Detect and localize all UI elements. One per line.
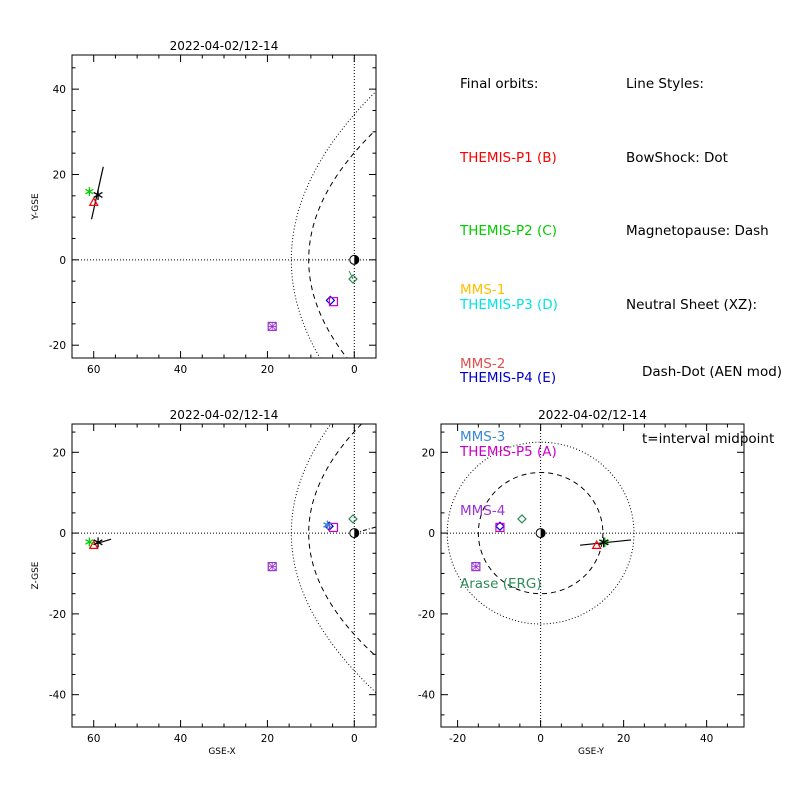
x-tick-label: 0 bbox=[351, 364, 358, 376]
style-neutral-sheet: Neutral Sheet (XZ): bbox=[626, 296, 758, 313]
marker-themis-p1-b bbox=[88, 539, 99, 550]
x-axis-label: GSE-X bbox=[208, 747, 235, 757]
panel-xy: 60 40 20 0 -20 0 20 40 2022-04-02/12-14 Y-GSE bbox=[31, 39, 377, 376]
marker-themis-p2-c bbox=[85, 537, 94, 547]
x-tick-label: 0 bbox=[537, 733, 544, 745]
y-tick-label: -40 bbox=[49, 690, 66, 702]
panel-xz: 60 40 20 0 -40 -20 0 20 2022-04-02/12-14 GSE-X Z-G… bbox=[31, 408, 377, 757]
panel-title: 2022-04-02/12-14 bbox=[170, 39, 279, 53]
x-tick-label: 40 bbox=[174, 733, 187, 745]
marker-midpoint-star bbox=[93, 189, 103, 200]
marker-themis-p2-c bbox=[85, 187, 94, 197]
plot-area bbox=[72, 55, 376, 358]
x-tick-label: 20 bbox=[261, 733, 274, 745]
marker-themis-p5-a bbox=[495, 522, 505, 533]
panel-title: 2022-04-02/12-14 bbox=[170, 408, 279, 422]
legend-mms-4: MMS-4 bbox=[460, 502, 506, 519]
legend-mms-2: MMS-2 bbox=[460, 355, 506, 372]
legend-themis-p3: THEMIS-P3 (D) bbox=[460, 296, 558, 313]
style-midpoint: t=interval midpoint bbox=[642, 430, 775, 447]
marker-arase-erg bbox=[517, 514, 527, 524]
marker-mms-4-cross bbox=[471, 562, 481, 571]
legend-mms-1: MMS-1 bbox=[460, 282, 506, 298]
y-tick-label: -40 bbox=[418, 690, 435, 702]
magnetopause-circle bbox=[477, 471, 604, 595]
legend-arase: Arase (ERG) bbox=[460, 576, 542, 592]
axes-frame bbox=[71, 54, 377, 359]
y-axis-label: Y-GSE bbox=[31, 193, 41, 221]
orbits-legend: Final orbits: THEMIS-P1 (B) THEMIS-P2 (C… bbox=[460, 23, 558, 489]
marker-themis-p4-e bbox=[495, 521, 505, 532]
y-tick-label: 0 bbox=[59, 255, 66, 267]
marker-mms-4-cross bbox=[267, 562, 277, 571]
marker-themis-p5-a bbox=[328, 522, 339, 533]
plot-area bbox=[441, 424, 744, 727]
legend-themis-p4: THEMIS-P4 (E) bbox=[460, 370, 557, 386]
legend-themis-p5: THEMIS-P5 (A) bbox=[460, 443, 557, 460]
x-tick-label: 20 bbox=[617, 733, 630, 745]
missions-legend: MMS-1 MMS-2 MMS-3 MMS-4 Arase (ERG) bbox=[460, 229, 542, 621]
earth-night-side bbox=[540, 528, 546, 538]
bow-shock-circle bbox=[446, 441, 635, 625]
marker-themis-p1-b bbox=[88, 196, 99, 207]
x-tick-label: 20 bbox=[261, 364, 274, 376]
x-tick-label: 60 bbox=[87, 364, 100, 376]
legend-mms-3: MMS-3 bbox=[460, 429, 506, 445]
magnetopause-curve bbox=[308, 424, 375, 655]
orbits-legend-title: Final orbits: bbox=[460, 76, 539, 92]
marker-arase-erg bbox=[348, 274, 358, 284]
marker-midpoint-star bbox=[599, 537, 609, 548]
x-tick-label: 40 bbox=[700, 733, 713, 745]
marker-mms-4 bbox=[267, 321, 277, 332]
panel-title: 2022-04-02/12-14 bbox=[538, 408, 647, 422]
line-styles-legend: Line Styles: BowShock: Dot Magnetopause:… bbox=[626, 23, 782, 472]
magnetopause-curve bbox=[308, 131, 375, 358]
x-tick-label: 60 bbox=[87, 733, 100, 745]
style-magnetopause: Magnetopause: Dash bbox=[626, 223, 769, 239]
x-axis-label: GSE-Y bbox=[578, 747, 605, 757]
marker-mms-4 bbox=[471, 562, 481, 572]
earth-night-side bbox=[354, 528, 359, 538]
marker-themis-p5-a bbox=[328, 297, 339, 307]
plot-area bbox=[72, 424, 376, 727]
style-dash-dot: Dash-Dot (AEN mod) bbox=[642, 363, 783, 380]
y-tick-label: -20 bbox=[49, 340, 66, 352]
axes-frame bbox=[440, 423, 745, 728]
earth-night-side bbox=[354, 255, 359, 265]
x-tick-label: -20 bbox=[449, 733, 466, 745]
legend-themis-p1: THEMIS-P1 (B) bbox=[460, 149, 557, 166]
y-tick-label: -20 bbox=[49, 609, 66, 621]
y-tick-label: 40 bbox=[53, 84, 66, 96]
y-tick-label: 20 bbox=[53, 447, 66, 459]
style-bowshock: BowShock: Dot bbox=[626, 149, 728, 166]
y-tick-label: 20 bbox=[53, 169, 66, 181]
y-tick-label: 0 bbox=[428, 528, 435, 540]
marker-arase-erg bbox=[348, 514, 358, 524]
y-tick-label: 20 bbox=[422, 447, 435, 459]
panel-yz: -20 0 20 40 -40 -20 0 20 2022-04-02/12-14 GSE-Y bbox=[418, 408, 745, 757]
marker-mms-4-cross bbox=[267, 322, 277, 331]
y-axis-label: Z-GSE bbox=[31, 561, 41, 589]
line-styles-title: Line Styles: bbox=[626, 76, 704, 92]
marker-mms-3 bbox=[323, 520, 332, 530]
x-tick-label: 0 bbox=[351, 733, 358, 745]
marker-mms-4 bbox=[267, 562, 277, 572]
legend-themis-p2: THEMIS-P2 (C) bbox=[460, 223, 557, 239]
y-tick-label: 0 bbox=[59, 528, 66, 540]
x-tick-label: 40 bbox=[174, 364, 187, 376]
marker-themis-p1-b bbox=[591, 539, 602, 550]
neutral-sheet-line bbox=[90, 166, 104, 220]
y-tick-label: -20 bbox=[418, 609, 435, 621]
axes-frame bbox=[71, 423, 377, 728]
arase-track-line bbox=[348, 270, 354, 280]
marker-themis-p4-e bbox=[325, 295, 336, 306]
marker-midpoint-star bbox=[93, 537, 103, 548]
